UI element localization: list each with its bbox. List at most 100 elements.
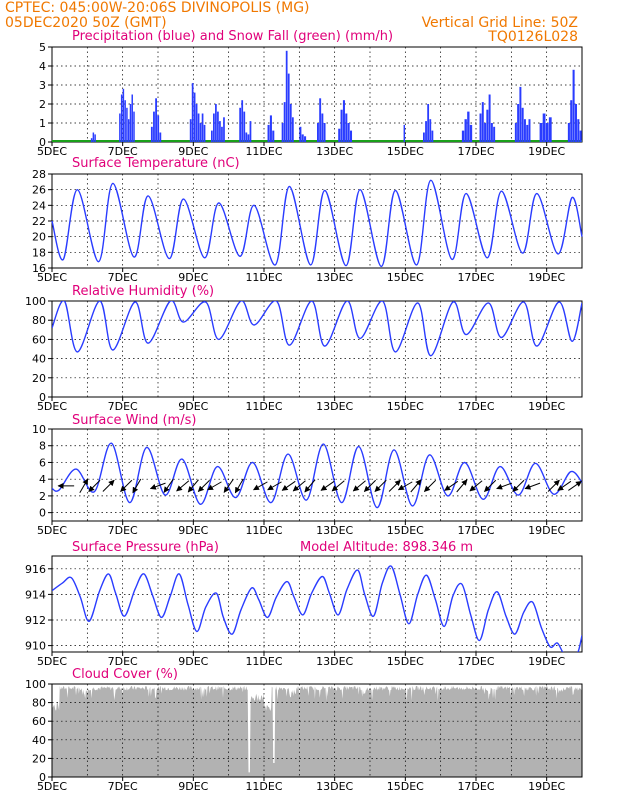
y-tick-label: 912	[25, 614, 46, 627]
wind-direction-arrow	[423, 479, 437, 492]
precipitation-bar	[197, 113, 200, 142]
x-tick-label: 17DEC	[457, 145, 494, 158]
x-tick-label: 13DEC	[316, 145, 353, 158]
wind-direction-arrow	[456, 479, 468, 493]
precipitation-bar	[213, 113, 215, 142]
precipitation-bar	[493, 126, 496, 142]
precipitation-bar	[579, 130, 582, 142]
y-tick-label: 20	[32, 231, 46, 244]
wind-direction-arrow	[410, 479, 422, 493]
x-tick-label: 9DEC	[178, 400, 208, 413]
precipitation-bar	[338, 128, 341, 142]
x-tick-label: 13DEC	[316, 780, 353, 793]
precipitation-bar	[486, 109, 489, 142]
precipitation-bar	[572, 69, 575, 142]
x-tick-label: 9DEC	[178, 655, 208, 668]
x-tick-label: 5DEC	[37, 524, 67, 537]
pressure-panel: Surface Pressure (hPa) Model Altitude: 8…	[25, 540, 583, 668]
precipitation-bar	[203, 124, 206, 142]
precipitation-bar	[201, 113, 204, 142]
precipitation-bar	[285, 50, 288, 142]
wind-direction-arrow	[223, 479, 234, 493]
x-tick-label: 9DEC	[178, 145, 208, 158]
humidity-title: Relative Humidity (%)	[72, 284, 214, 299]
precipitation-panel: Precipitation (blue) and Snow Fall (gree…	[37, 29, 583, 158]
precipitation-bar	[431, 130, 434, 142]
precipitation-bar	[304, 136, 307, 142]
precipitation-bar	[403, 124, 406, 142]
wind-direction-arrow	[469, 480, 483, 492]
precipitation-bar	[323, 123, 326, 142]
precipitation-bar	[239, 107, 242, 142]
x-tick-label: 7DEC	[108, 145, 138, 158]
precipitation-bar	[243, 111, 246, 142]
precipitation-bar	[349, 130, 353, 142]
y-tick-label: 18	[32, 246, 46, 259]
y-tick-label: 914	[25, 588, 46, 601]
precipitation-bar	[523, 119, 526, 142]
y-tick-label: 22	[32, 215, 46, 228]
x-tick-label: 7DEC	[108, 655, 138, 668]
cloud-cover-title: Cloud Cover (%)	[72, 667, 178, 682]
precipitation-bar	[548, 117, 552, 142]
precipitation-bar	[299, 126, 302, 142]
y-tick-label: 100	[25, 678, 46, 691]
precipitation-bar	[219, 121, 221, 142]
precipitation-bar	[193, 92, 196, 142]
wind-direction-arrow	[304, 479, 316, 493]
precipitation-bar	[223, 117, 225, 142]
wind-direction-arrow	[320, 480, 335, 491]
y-tick-label: 24	[32, 199, 46, 212]
precipitation-bar	[423, 132, 425, 142]
x-tick-label: 5DEC	[37, 780, 67, 793]
y-tick-label: 0	[39, 771, 46, 784]
wind-title: Surface Wind (m/s)	[72, 413, 196, 428]
wind-direction-arrow	[267, 481, 282, 491]
wind-direction-arrow	[512, 479, 525, 492]
y-tick-label: 0	[39, 507, 46, 520]
precipitation-bar	[347, 123, 350, 142]
x-tick-label: 11DEC	[245, 524, 282, 537]
header-station-line: CPTEC: 045:00W-20:06S DIVINOPOLIS (MG)	[5, 0, 310, 16]
wind-speed-series-line	[51, 442, 583, 509]
x-tick-label: 19DEC	[528, 400, 565, 413]
y-tick-label: 80	[32, 314, 46, 327]
temperature-series-line	[51, 179, 583, 268]
cloud-cover-panel: Cloud Cover (%) 0 20 40 60 80 100 5DEC 7DEC 9DEC…	[25, 667, 583, 793]
precipitation-bar	[122, 88, 125, 142]
wind-direction-arrow	[524, 482, 541, 490]
precipitation-bar	[342, 100, 345, 142]
precipitation-bar	[467, 111, 470, 142]
y-tick-label: 6	[39, 456, 46, 469]
precipitation-bar	[479, 113, 482, 142]
precipitation-bar	[267, 124, 270, 142]
wind-direction-arrow	[132, 478, 142, 494]
x-tick-label: 7DEC	[108, 271, 138, 284]
wind-direction-arrow	[88, 479, 101, 492]
precipitation-bar	[539, 123, 543, 142]
precipitation-bar	[481, 102, 484, 142]
precipitation-bar	[153, 111, 155, 142]
x-tick-label: 17DEC	[457, 271, 494, 284]
precipitation-bar	[90, 138, 93, 142]
wind-direction-arrow	[281, 480, 296, 491]
precipitation-bar	[157, 115, 160, 142]
wind-direction-arrow	[120, 479, 133, 492]
precipitation-bar	[469, 124, 473, 142]
precipitation-bar	[217, 111, 219, 142]
y-tick-label: 3	[39, 79, 46, 92]
wind-direction-arrow	[547, 479, 560, 492]
x-tick-label: 17DEC	[457, 400, 494, 413]
x-tick-label: 11DEC	[245, 400, 282, 413]
precipitation-bar	[570, 100, 573, 142]
precipitation-bar	[545, 123, 549, 142]
x-tick-label: 17DEC	[457, 655, 494, 668]
precipitation-bar	[189, 119, 192, 142]
y-tick-label: 20	[32, 372, 46, 385]
precipitation-bar	[215, 104, 217, 142]
x-tick-label: 15DEC	[387, 655, 424, 668]
wind-direction-arrow	[397, 481, 413, 491]
wind-direction-arrow	[79, 478, 89, 494]
precipitation-bar	[484, 123, 487, 142]
